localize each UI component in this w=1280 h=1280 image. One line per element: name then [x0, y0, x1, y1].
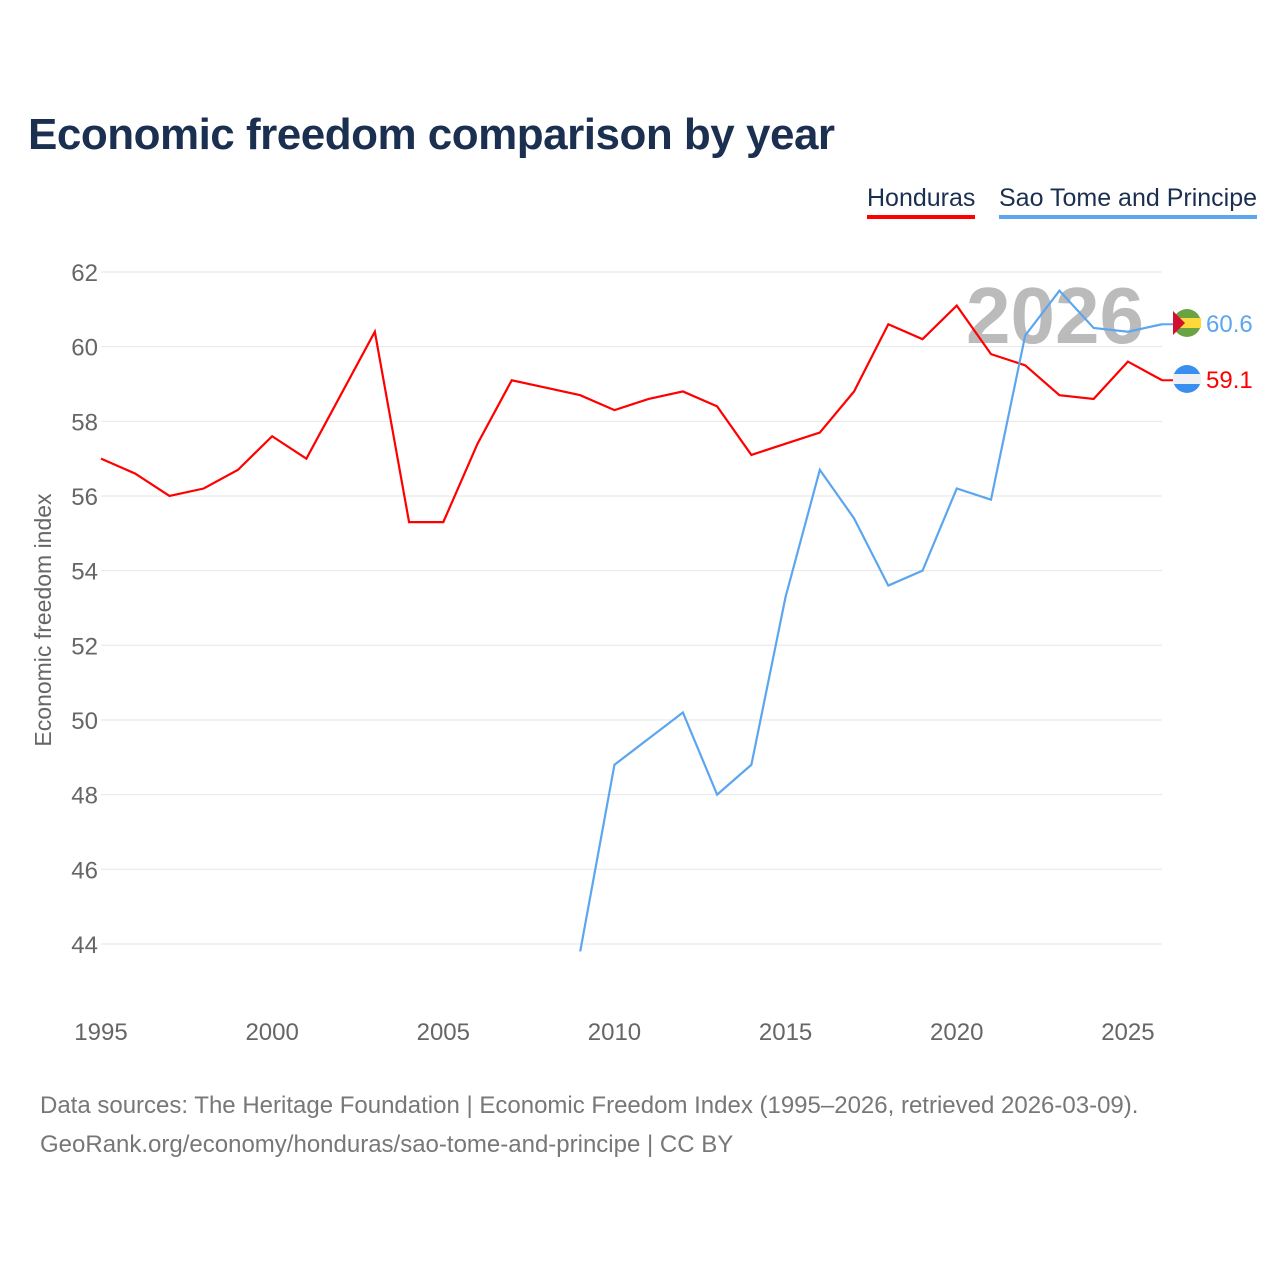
flag-stripe: [1173, 374, 1201, 384]
y-tick-label: 56: [71, 484, 98, 511]
legend-honduras[interactable]: Honduras: [867, 184, 976, 219]
x-tick-label: 2015: [759, 1019, 812, 1046]
series-line-sao-tome: [579, 288, 1163, 952]
year-watermark: 2026: [966, 271, 1144, 360]
y-tick-label: 54: [71, 559, 98, 586]
series-line-honduras: [100, 303, 1163, 524]
y-tick-label: 52: [71, 633, 98, 660]
chart-title: Economic freedom comparison by year: [28, 110, 835, 159]
y-tick-label: 44: [71, 932, 98, 959]
footer: Data sources: The Heritage Foundation | …: [40, 1086, 1138, 1164]
x-tick-label: 1995: [74, 1019, 127, 1046]
x-tick-label: 2000: [245, 1019, 298, 1046]
x-tick-label: 2020: [930, 1019, 983, 1046]
y-tick-label: 62: [71, 260, 98, 287]
flag-triangle: [1173, 311, 1185, 335]
y-tick-label: 60: [71, 335, 98, 362]
y-tick-label: 50: [71, 708, 98, 735]
flag-stripe: [1173, 318, 1201, 328]
x-tick-label: 2010: [588, 1019, 641, 1046]
y-tick-label: 48: [71, 783, 98, 810]
data-source: Data sources: The Heritage Foundation | …: [40, 1092, 1139, 1119]
source-url[interactable]: GeoRank.org/economy/honduras/sao-tome-an…: [40, 1131, 734, 1158]
x-tick-label: 2025: [1101, 1019, 1154, 1046]
legend-sao-tome[interactable]: Sao Tome and Principe: [999, 184, 1258, 219]
x-tick-label: 2005: [417, 1019, 470, 1046]
end-value-label: 60.6: [1206, 311, 1253, 338]
y-tick-label: 46: [71, 857, 98, 884]
y-tick-label: 58: [71, 409, 98, 436]
y-axis-label: Economic freedom index: [30, 493, 56, 747]
end-value-label: 59.1: [1206, 367, 1253, 394]
